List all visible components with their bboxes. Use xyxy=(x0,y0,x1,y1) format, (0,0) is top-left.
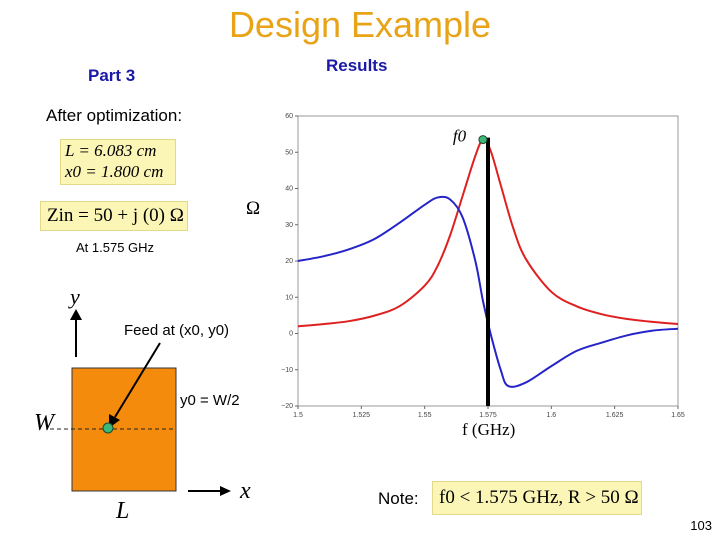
input-impedance-box: Zin = 50 + j (0) Ω xyxy=(40,201,188,231)
frequency-note: At 1.575 GHz xyxy=(76,240,155,255)
feed-point-dot xyxy=(102,422,114,434)
x-tick-label: 1.5 xyxy=(293,412,303,419)
resonance-label: f0 xyxy=(453,127,467,146)
y-tick-label: −20 xyxy=(281,403,293,410)
y-arrowhead xyxy=(70,309,82,320)
y-tick-label: 30 xyxy=(285,222,293,229)
diagram-width-label: W xyxy=(34,410,54,436)
note-text: f0 < 1.575 GHz, R > 50 Ω xyxy=(439,487,639,508)
feed-y-equation: y0 = W/2 xyxy=(180,392,240,409)
x-tick-label: 1.6 xyxy=(546,412,556,419)
parameter-box: L = 6.083 cm x0 = 1.800 cm xyxy=(60,139,176,185)
y-tick-label: 0 xyxy=(289,331,293,338)
x-tick-label: 1.55 xyxy=(418,412,432,419)
diagram-length-label: L xyxy=(116,498,130,524)
results-label: Results xyxy=(326,56,388,75)
page-number: 103 xyxy=(690,518,712,533)
x-axis-label: f (GHz) xyxy=(462,420,516,439)
x-tick-label: 1.625 xyxy=(606,412,624,419)
y-tick-label: 10 xyxy=(285,294,293,301)
y-tick-label: 60 xyxy=(285,113,293,120)
y-tick-label: 20 xyxy=(285,258,293,265)
diagram-x-label: x xyxy=(240,478,251,504)
resonance-point xyxy=(478,135,488,145)
input-impedance: Zin = 50 + j (0) Ω xyxy=(47,205,184,226)
param-length: L = 6.083 cm xyxy=(65,141,157,160)
feed-location-label: Feed at (x0, y0) xyxy=(124,322,230,339)
after-optimization-label: After optimization: xyxy=(46,106,183,125)
y-tick-label: 40 xyxy=(285,186,293,193)
note-box: f0 < 1.575 GHz, R > 50 Ω xyxy=(432,481,642,515)
slide-title: Design Example xyxy=(228,4,492,45)
y-tick-label: −10 xyxy=(281,367,293,374)
diagram-y-label: y xyxy=(70,284,80,309)
feed-pointer-line xyxy=(114,342,161,418)
reactance-curve xyxy=(297,195,679,388)
param-feed-x: x0 = 1.800 cm xyxy=(65,162,164,181)
part-label: Part 3 xyxy=(88,66,136,85)
y-axis-unit-label: Ω xyxy=(246,198,261,219)
y-tick-label: 50 xyxy=(285,149,293,156)
note-label: Note: xyxy=(378,489,419,508)
x-tick-label: 1.65 xyxy=(671,412,685,419)
patch-diagram xyxy=(50,309,231,496)
impedance-chart: −20 −10 0 10 20 30 40 50 60 1.5 1.525 1.55 1.575 1.6… xyxy=(281,113,685,419)
x-tick-label: 1.525 xyxy=(353,412,371,419)
x-arrowhead xyxy=(220,486,231,496)
x-tick-label: 1.575 xyxy=(479,412,497,419)
